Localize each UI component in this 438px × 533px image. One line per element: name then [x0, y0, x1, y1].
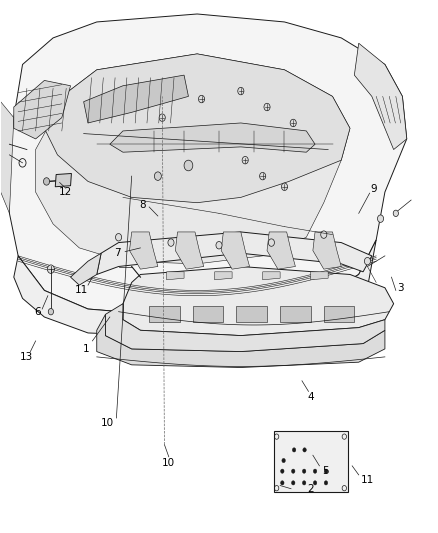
Polygon shape	[215, 272, 232, 280]
Text: 3: 3	[397, 283, 403, 293]
Text: 7: 7	[114, 248, 121, 258]
Polygon shape	[14, 240, 376, 336]
Circle shape	[282, 183, 288, 190]
Circle shape	[281, 481, 284, 485]
Polygon shape	[35, 54, 350, 264]
Text: 13: 13	[20, 352, 34, 362]
Circle shape	[292, 448, 296, 452]
Bar	[274, 431, 348, 492]
Circle shape	[291, 481, 295, 485]
Circle shape	[302, 481, 306, 485]
Circle shape	[268, 239, 275, 246]
Text: 9: 9	[371, 184, 377, 195]
Circle shape	[47, 265, 54, 273]
Circle shape	[159, 114, 165, 122]
Circle shape	[198, 95, 205, 103]
Circle shape	[378, 215, 384, 222]
Polygon shape	[1, 102, 14, 213]
Polygon shape	[130, 232, 158, 269]
Text: 6: 6	[35, 306, 41, 317]
Polygon shape	[55, 173, 71, 187]
Polygon shape	[280, 306, 311, 322]
Circle shape	[264, 103, 270, 111]
Polygon shape	[14, 80, 71, 139]
Polygon shape	[324, 306, 354, 322]
Circle shape	[282, 458, 286, 463]
Polygon shape	[97, 314, 385, 368]
Polygon shape	[106, 304, 385, 352]
Polygon shape	[267, 232, 295, 269]
Circle shape	[303, 448, 306, 452]
Circle shape	[48, 309, 53, 315]
Polygon shape	[149, 306, 180, 322]
Circle shape	[216, 241, 222, 249]
Circle shape	[154, 172, 161, 180]
Polygon shape	[123, 266, 394, 336]
Polygon shape	[221, 232, 250, 269]
Circle shape	[393, 210, 399, 216]
Circle shape	[184, 160, 193, 171]
Circle shape	[290, 119, 296, 127]
Circle shape	[260, 172, 266, 180]
Text: 10: 10	[162, 458, 175, 468]
Circle shape	[281, 469, 284, 473]
Polygon shape	[10, 14, 407, 314]
Circle shape	[242, 157, 248, 164]
Circle shape	[238, 87, 244, 95]
Polygon shape	[263, 272, 280, 280]
Text: 10: 10	[101, 418, 114, 429]
Circle shape	[116, 233, 122, 241]
Circle shape	[313, 469, 317, 473]
Circle shape	[321, 231, 327, 238]
Text: 2: 2	[307, 484, 314, 494]
Circle shape	[324, 469, 328, 473]
Text: 12: 12	[59, 187, 72, 197]
Polygon shape	[110, 123, 315, 152]
Polygon shape	[166, 272, 184, 280]
Text: 5: 5	[323, 466, 329, 476]
Polygon shape	[193, 306, 223, 322]
Text: 11: 11	[361, 475, 374, 485]
Circle shape	[168, 239, 174, 246]
Polygon shape	[237, 306, 267, 322]
Circle shape	[364, 257, 371, 265]
Polygon shape	[71, 253, 101, 285]
Text: 8: 8	[139, 200, 146, 211]
Polygon shape	[354, 43, 407, 150]
Polygon shape	[97, 232, 372, 274]
Text: 1: 1	[82, 344, 89, 354]
Polygon shape	[175, 232, 204, 269]
Text: 4: 4	[307, 392, 314, 402]
Circle shape	[291, 469, 295, 473]
Polygon shape	[44, 54, 350, 203]
Polygon shape	[84, 75, 188, 123]
Polygon shape	[311, 272, 328, 280]
Polygon shape	[313, 232, 341, 269]
Text: 11: 11	[75, 286, 88, 295]
Circle shape	[43, 177, 49, 185]
Circle shape	[313, 481, 317, 485]
Circle shape	[324, 481, 328, 485]
Circle shape	[302, 469, 306, 473]
